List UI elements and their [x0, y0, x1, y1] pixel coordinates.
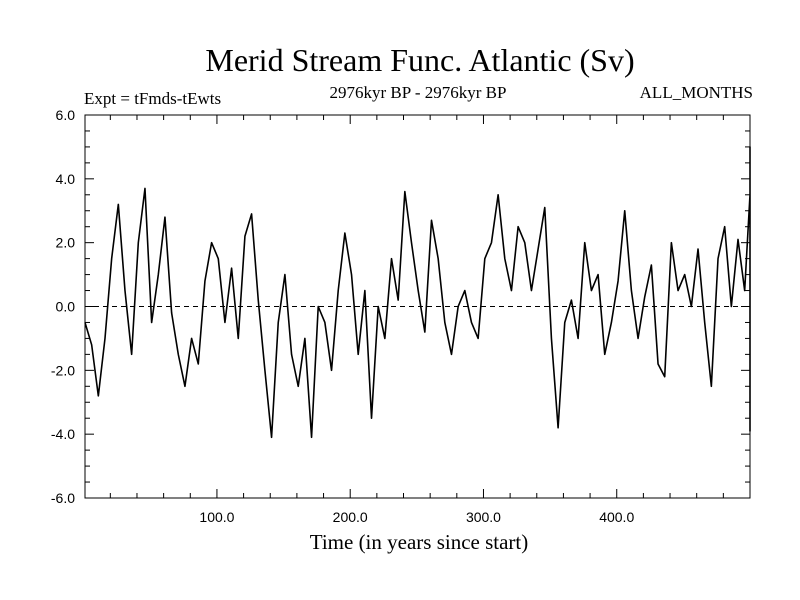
series-line-tFmds-tEwts	[84, 146, 751, 439]
x-tick-label: 300.0	[466, 509, 501, 525]
y-tick-label: -4.0	[51, 426, 75, 442]
x-tick-label: 400.0	[599, 509, 634, 525]
experiment-label: Expt = tFmds-tEwts	[84, 89, 221, 108]
months-label: ALL_MONTHS	[640, 83, 753, 102]
period-label: 2976kyr BP - 2976kyr BP	[330, 83, 507, 102]
x-axis-label: Time (in years since start)	[310, 530, 529, 554]
plot-area: 6.0 4.0 2.0 0.0 -2.0 -4.0 -6.0 100.0 200.0 300.0 4…	[51, 107, 751, 525]
y-tick-label: 2.0	[56, 235, 76, 251]
y-tick-label: 0.0	[56, 299, 76, 315]
chart-title: Merid Stream Func. Atlantic (Sv)	[205, 42, 634, 78]
x-tick-label: 200.0	[333, 509, 368, 525]
x-tick-label: 100.0	[199, 509, 234, 525]
y-tick-label: -2.0	[51, 362, 75, 378]
y-tick-label: -6.0	[51, 490, 75, 506]
y-tick-label: 6.0	[56, 107, 76, 123]
y-tick-label: 4.0	[56, 171, 76, 187]
